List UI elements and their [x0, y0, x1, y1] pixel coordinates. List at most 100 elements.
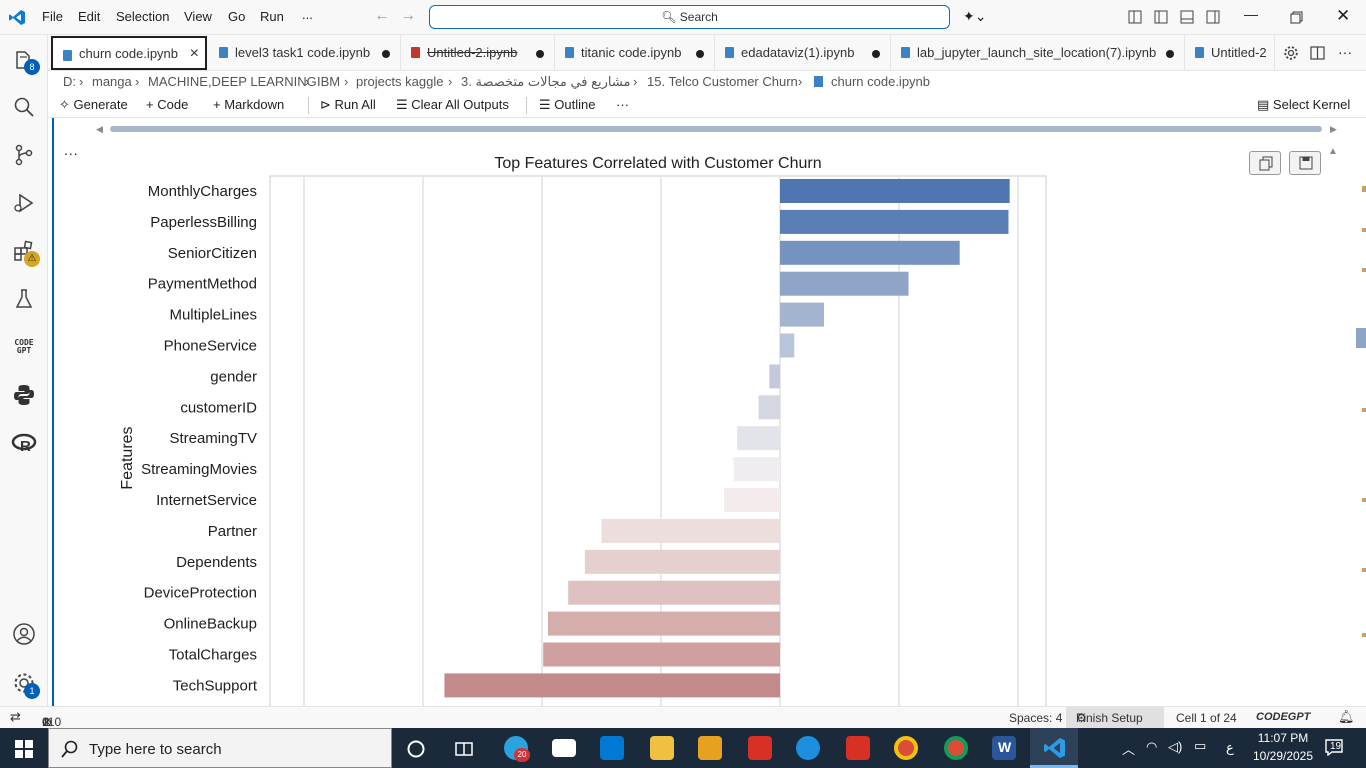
outline-button[interactable]: ☰ Outline [539, 97, 596, 112]
tick-label-PaperlessBilling: PaperlessBilling [150, 214, 257, 231]
paint-icon[interactable] [698, 736, 722, 760]
tab-untitled-2[interactable]: Untitled-2 [1185, 35, 1275, 71]
breadcrumb-separator: › [344, 74, 349, 89]
generate-button[interactable]: ✧ Generate [59, 97, 128, 112]
add-markdown-button[interactable]: + Markdown [213, 97, 285, 112]
minimize-icon[interactable]: — [1244, 6, 1258, 22]
settings-gear-icon[interactable] [1283, 45, 1299, 61]
select-kernel-button[interactable]: ▤ Select Kernel [1257, 97, 1351, 112]
manage-gear-icon[interactable]: 1 [10, 669, 40, 699]
more-actions[interactable]: ··· [1338, 44, 1352, 60]
command-search-box[interactable]: 🔍︎ Search [429, 5, 950, 29]
store-icon[interactable] [600, 736, 624, 760]
add-code-button[interactable]: + Code [146, 97, 189, 112]
breadcrumb-item[interactable]: projects kaggle [356, 74, 444, 89]
tick-label-TechSupport: TechSupport [173, 677, 258, 694]
wifi-icon[interactable]: ◠ [1146, 739, 1158, 754]
breadcrumb-item[interactable]: MACHINE,DEEP LEARNING [148, 74, 317, 89]
vscode-taskbar-button[interactable] [1030, 728, 1078, 768]
codegpt-status[interactable]: CODEGPT [1256, 711, 1311, 723]
finish-setup-button[interactable]: ⚙ Finish Setup [1066, 707, 1164, 728]
toggle-secondary-sidebar-icon[interactable] [1206, 10, 1220, 24]
notifications-bell-icon[interactable]: 🔔︎ [1338, 709, 1355, 724]
minimap-viewport[interactable] [1356, 328, 1366, 348]
battery-icon[interactable]: ▭ [1194, 738, 1207, 753]
menu-selection[interactable]: Selection [116, 9, 170, 24]
accounts-icon[interactable] [10, 620, 38, 648]
tab-lab-jupyter[interactable]: lab_jupyter_launch_site_location(7).ipyn… [891, 35, 1185, 71]
menu-file[interactable]: File [42, 9, 63, 24]
copilot-icon[interactable]: ✦⌄ [963, 8, 987, 24]
task-view-icon[interactable] [454, 739, 474, 759]
python-icon[interactable] [10, 381, 38, 409]
tab-untitled-2-ipynb[interactable]: Untitled-2.ipynb [401, 35, 555, 71]
word-icon[interactable]: W [992, 736, 1016, 760]
notification-center-icon[interactable]: 19 [1324, 738, 1348, 758]
menu-edit[interactable]: Edit [78, 9, 101, 24]
restore-icon[interactable] [1290, 11, 1303, 24]
cell-indicator[interactable]: Cell 1 of 24 [1176, 711, 1237, 725]
menu-view[interactable]: View [184, 9, 212, 24]
unsaved-dot-icon [872, 50, 880, 58]
codegpt-icon[interactable]: CODE GPT [14, 338, 34, 355]
run-all-button[interactable]: ⊳ Run All [320, 97, 376, 112]
output-horizontal-scrollbar[interactable] [110, 126, 1322, 132]
scroll-left-arrow-icon[interactable]: ◀ [96, 124, 103, 134]
chrome-profile-icon[interactable] [944, 736, 968, 760]
edge-icon[interactable] [796, 736, 820, 760]
menu-run[interactable]: Run [260, 9, 284, 24]
layout-icon[interactable] [1128, 10, 1142, 24]
cell-output-actions[interactable]: ... [64, 142, 79, 158]
breadcrumb-item[interactable]: 3. مشاريع في مجالات متخصصة [461, 74, 631, 89]
breadcrumb-item[interactable]: churn code.ipynb [831, 74, 931, 89]
forward-arrow-icon[interactable]: → [400, 7, 416, 24]
search-sidebar-icon[interactable] [10, 93, 38, 121]
chrome-icon[interactable] [894, 736, 918, 760]
copy-output-button[interactable] [1249, 151, 1281, 175]
save-output-button[interactable] [1289, 151, 1321, 175]
remote-icon[interactable]: ⇄ [10, 709, 21, 724]
taskbar-search-box[interactable]: Type here to search [48, 728, 392, 768]
clock-time[interactable]: 11:07 PM [1257, 731, 1309, 745]
toggle-panel-icon[interactable] [1180, 10, 1194, 24]
split-editor-icon[interactable] [1310, 45, 1326, 61]
toolbar-more-button[interactable]: ··· [616, 97, 629, 112]
file-explorer-icon[interactable] [650, 736, 674, 760]
toggle-primary-sidebar-icon[interactable] [1154, 10, 1168, 24]
breadcrumb-item[interactable]: 15. Telco Customer Churn [647, 74, 798, 89]
clock-date[interactable]: 10/29/2025 [1252, 749, 1314, 763]
close-window-icon[interactable]: ✕ [1336, 6, 1351, 25]
cortana-icon[interactable] [406, 739, 426, 759]
tab-level3-task1[interactable]: level3 task1 code.ipynb [209, 35, 401, 71]
output-scroll-up-icon[interactable]: ▲ [1328, 146, 1338, 157]
bar-TechSupport [444, 673, 780, 698]
clear-outputs-button[interactable]: ☰ Clear All Outputs [396, 97, 509, 112]
gmail-icon-2[interactable] [846, 736, 870, 760]
breadcrumb-item[interactable]: manga [92, 74, 132, 89]
r-language-icon[interactable]: R [10, 429, 38, 457]
run-debug-icon[interactable] [10, 189, 38, 217]
breadcrumb-item[interactable]: D: [63, 74, 76, 89]
breadcrumb-item[interactable]: IBM [317, 74, 341, 89]
explorer-icon[interactable]: 8 [10, 47, 40, 75]
menu-go[interactable]: Go [228, 9, 246, 24]
input-language[interactable]: ع [1226, 740, 1234, 755]
tab-churn-code[interactable]: churn code.ipynb × [51, 36, 207, 70]
back-arrow-icon[interactable]: ← [374, 7, 390, 24]
scroll-right-arrow-icon[interactable]: ▶ [1330, 124, 1337, 134]
source-control-icon[interactable] [10, 141, 38, 169]
breadcrumb-separator: › [135, 74, 140, 89]
extensions-icon[interactable]: ⚠ [10, 237, 40, 267]
tab-titanic-code[interactable]: titanic code.ipynb [555, 35, 715, 71]
gmail-icon[interactable] [748, 736, 772, 760]
spaces-indicator[interactable]: Spaces: 4 [1009, 711, 1063, 725]
windows-start-icon[interactable] [15, 740, 33, 758]
tab-edadataviz[interactable]: edadataviz(1).ipynb [715, 35, 891, 71]
mail-icon[interactable] [552, 739, 576, 757]
menu-more[interactable]: ... [302, 7, 313, 22]
telegram-icon[interactable]: 20 [504, 736, 530, 762]
show-hidden-icons[interactable]: ︿ [1122, 742, 1136, 757]
testing-flask-icon[interactable] [10, 285, 38, 313]
close-tab-icon[interactable]: × [189, 45, 199, 62]
volume-icon[interactable]: ◁) [1168, 739, 1183, 754]
